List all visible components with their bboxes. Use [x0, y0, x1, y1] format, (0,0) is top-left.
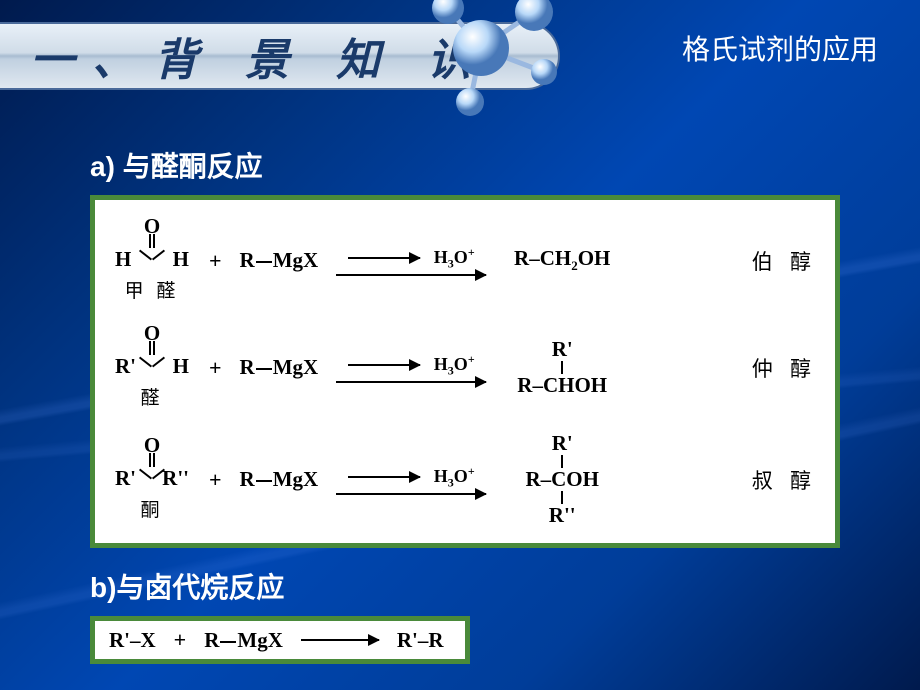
grignard-reagent: RMgX — [240, 467, 319, 492]
arrow-group: H3O+ — [336, 352, 486, 384]
reaction-row-3: O R' R'' 酮 + RMgX H3O+ R' R– — [113, 432, 817, 527]
compound-name: 酮 — [140, 495, 163, 522]
reaction-box-b: R'–X + RMgX R'–R — [90, 616, 470, 664]
reactant-ketone: O R' R'' 酮 — [113, 437, 191, 522]
arrow-group: H3O+ — [336, 464, 486, 496]
compound-name: 醛 — [140, 383, 163, 410]
reaction-row-1: O H H 甲 醛 + RMgX H3O+ R–CH2OH 伯 醇 — [113, 218, 817, 303]
reactant-aldehyde: O R' H 醛 — [113, 325, 191, 410]
product-3: R' R–COH R'' — [504, 432, 620, 527]
product-label-1: 伯 醇 — [752, 246, 817, 276]
arrow-icon — [301, 639, 379, 641]
plus-sign: + — [174, 627, 187, 653]
section-b-label: b)与卤代烷反应 — [90, 566, 840, 606]
product-1: R–CH2OH — [504, 246, 620, 274]
corner-title: 格氏试剂的应用 — [682, 28, 878, 68]
product-label-2: 仲 醇 — [752, 353, 817, 383]
section-a-label: a) 与醛酮反应 — [90, 145, 840, 185]
compound-name: 甲 醛 — [125, 276, 180, 303]
header: 一、背 景 知 识 格氏试剂的应用 — [0, 0, 920, 110]
plus-sign: + — [209, 248, 222, 274]
grignard-reagent: RMgX — [204, 628, 283, 653]
reaction-row-2: O R' H 醛 + RMgX H3O+ R' R–CH — [113, 325, 817, 410]
condition: H3O+ — [434, 464, 475, 491]
plus-sign: + — [209, 467, 222, 493]
grignard-reagent: RMgX — [240, 248, 319, 273]
condition: H3O+ — [434, 245, 475, 272]
halide-reaction: R'–X + RMgX R'–R — [109, 627, 451, 653]
halide-product: R'–R — [397, 628, 444, 653]
arrow-group: H3O+ — [336, 245, 486, 277]
halide-reactant: R'–X — [109, 628, 156, 653]
product-2: R' R–CHOH — [504, 338, 620, 397]
condition: H3O+ — [434, 352, 475, 379]
grignard-reagent: RMgX — [240, 355, 319, 380]
molecule-icon — [406, 0, 576, 116]
content: a) 与醛酮反应 O H H 甲 醛 + RMgX H3O+ — [0, 110, 920, 664]
plus-sign: + — [209, 355, 222, 381]
reactant-formaldehyde: O H H 甲 醛 — [113, 218, 191, 303]
reaction-box-a: O H H 甲 醛 + RMgX H3O+ R–CH2OH 伯 醇 — [90, 195, 840, 548]
product-label-3: 叔 醇 — [752, 465, 817, 495]
